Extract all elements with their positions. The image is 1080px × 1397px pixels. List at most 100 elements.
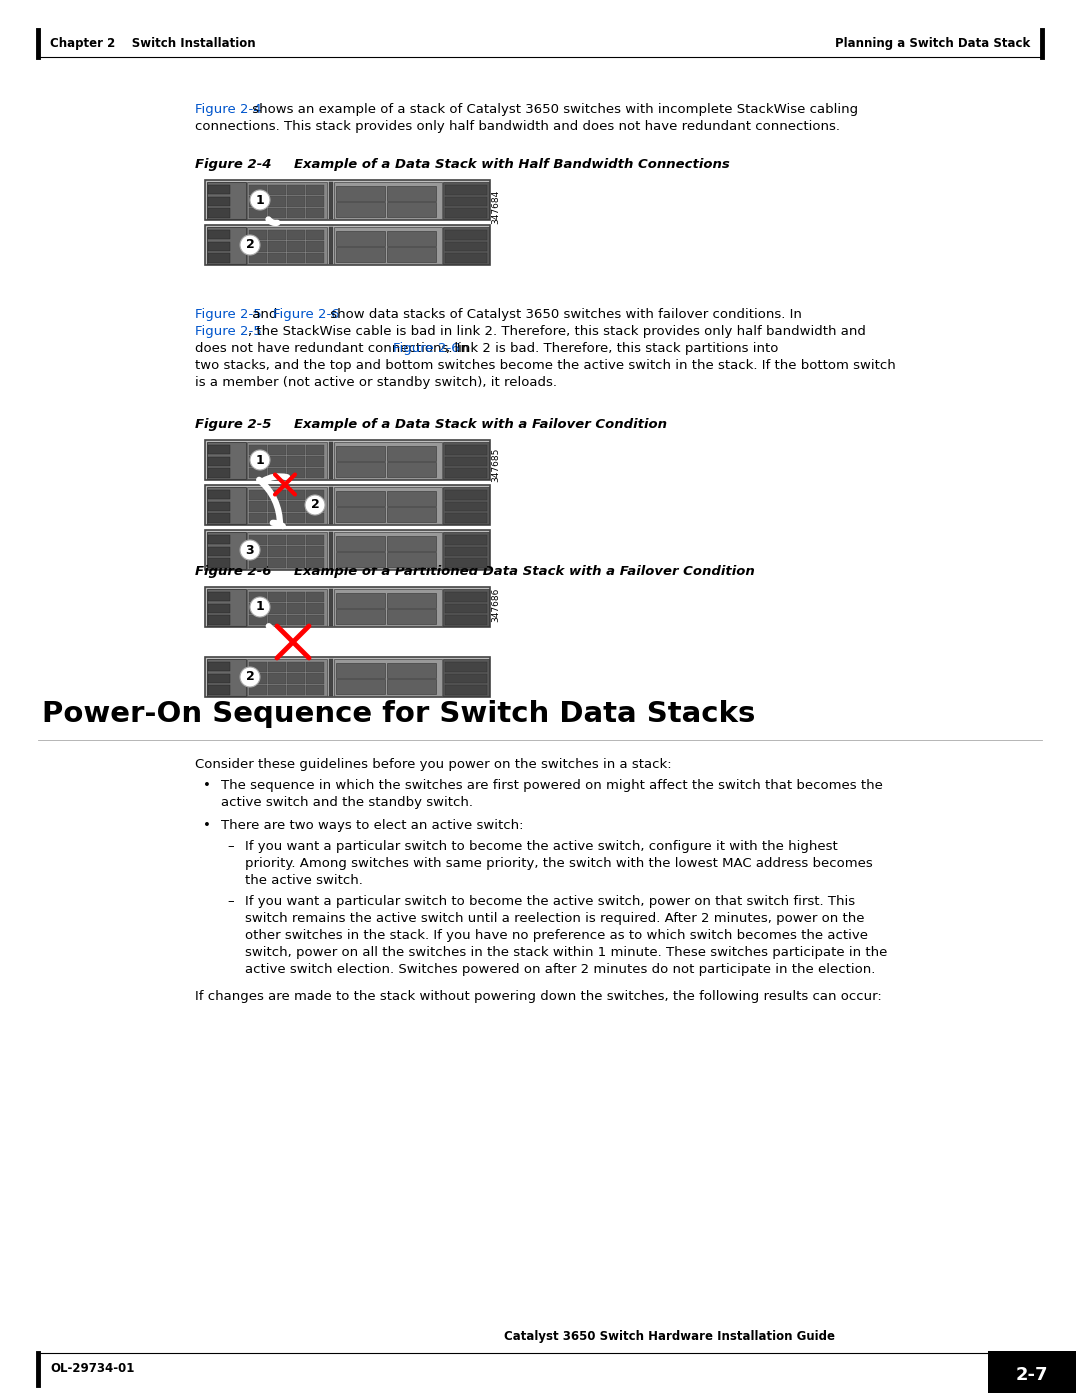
- Bar: [268, 197, 286, 207]
- Bar: [206, 486, 246, 524]
- FancyArrowPatch shape: [269, 219, 278, 224]
- Bar: [287, 502, 305, 511]
- Text: Figure 2-4: Figure 2-4: [195, 158, 271, 170]
- Bar: [445, 242, 487, 251]
- Bar: [306, 184, 324, 196]
- Bar: [328, 531, 333, 569]
- Bar: [287, 604, 305, 613]
- Text: If you want a particular switch to become the active switch, power on that switc: If you want a particular switch to becom…: [245, 895, 855, 908]
- Circle shape: [240, 541, 260, 560]
- Bar: [306, 535, 324, 545]
- Text: Catalyst 3650 Switch Hardware Installation Guide: Catalyst 3650 Switch Hardware Installati…: [504, 1330, 835, 1343]
- Bar: [248, 446, 267, 455]
- Text: –: –: [228, 840, 234, 854]
- Text: Planning a Switch Data Stack: Planning a Switch Data Stack: [835, 36, 1030, 49]
- Bar: [208, 490, 230, 499]
- Bar: [334, 226, 443, 264]
- Bar: [387, 679, 436, 694]
- Text: 1: 1: [256, 194, 265, 207]
- Circle shape: [305, 495, 325, 515]
- Bar: [334, 486, 443, 524]
- Bar: [248, 546, 267, 556]
- Bar: [336, 186, 386, 201]
- Bar: [287, 457, 305, 467]
- FancyArrowPatch shape: [259, 479, 280, 525]
- Bar: [248, 242, 267, 251]
- Bar: [208, 662, 230, 671]
- Bar: [248, 673, 267, 683]
- Bar: [445, 604, 487, 613]
- Text: If you want a particular switch to become the active switch, configure it with t: If you want a particular switch to becom…: [245, 840, 838, 854]
- Circle shape: [240, 666, 260, 687]
- Text: Figure 2-4: Figure 2-4: [195, 103, 261, 116]
- Text: Figure 2-5: Figure 2-5: [195, 307, 261, 321]
- Bar: [445, 197, 487, 207]
- Bar: [387, 664, 436, 678]
- Text: show data stacks of Catalyst 3650 switches with failover conditions. In: show data stacks of Catalyst 3650 switch…: [326, 307, 801, 321]
- Bar: [306, 513, 324, 522]
- Bar: [334, 588, 443, 626]
- Bar: [445, 673, 487, 683]
- Bar: [306, 208, 324, 218]
- Bar: [268, 253, 286, 263]
- Bar: [205, 587, 490, 627]
- Bar: [287, 197, 305, 207]
- Bar: [336, 462, 386, 476]
- Bar: [247, 226, 327, 264]
- Bar: [248, 535, 267, 545]
- Text: other switches in the stack. If you have no preference as to which switch become: other switches in the stack. If you have…: [245, 929, 868, 942]
- Bar: [248, 513, 267, 522]
- Bar: [306, 673, 324, 683]
- Bar: [268, 615, 286, 624]
- Text: 2: 2: [245, 239, 255, 251]
- Circle shape: [249, 190, 270, 210]
- Bar: [334, 531, 443, 569]
- Bar: [387, 231, 436, 246]
- Bar: [268, 557, 286, 569]
- Bar: [248, 615, 267, 624]
- Bar: [306, 253, 324, 263]
- Bar: [443, 441, 488, 479]
- Bar: [268, 502, 286, 511]
- Bar: [208, 231, 230, 239]
- Bar: [208, 535, 230, 545]
- Bar: [988, 1351, 1076, 1393]
- Bar: [328, 486, 333, 524]
- Text: active switch and the standby switch.: active switch and the standby switch.: [221, 796, 473, 809]
- Bar: [287, 446, 305, 455]
- Bar: [208, 242, 230, 251]
- Bar: [328, 226, 333, 264]
- Bar: [443, 182, 488, 218]
- Bar: [268, 242, 286, 251]
- Bar: [306, 662, 324, 672]
- Bar: [287, 468, 305, 478]
- Bar: [306, 468, 324, 478]
- Bar: [268, 673, 286, 683]
- Text: 1: 1: [256, 601, 265, 613]
- Text: 2: 2: [311, 499, 320, 511]
- Bar: [208, 446, 230, 454]
- Bar: [445, 592, 487, 602]
- Bar: [205, 657, 490, 697]
- Bar: [443, 226, 488, 264]
- Text: 347686: 347686: [491, 588, 500, 622]
- Text: Example of a Partitioned Data Stack with a Failover Condition: Example of a Partitioned Data Stack with…: [257, 564, 755, 578]
- Bar: [287, 592, 305, 602]
- Bar: [387, 247, 436, 263]
- Bar: [387, 203, 436, 217]
- Bar: [208, 513, 230, 522]
- Bar: [268, 468, 286, 478]
- Bar: [306, 457, 324, 467]
- Bar: [387, 536, 436, 550]
- Text: There are two ways to elect an active switch:: There are two ways to elect an active sw…: [221, 819, 524, 833]
- Bar: [328, 658, 333, 696]
- Text: •: •: [203, 819, 211, 833]
- Bar: [387, 186, 436, 201]
- Bar: [247, 486, 327, 524]
- Text: Chapter 2    Switch Installation: Chapter 2 Switch Installation: [50, 36, 256, 49]
- Bar: [287, 615, 305, 624]
- FancyArrowPatch shape: [262, 476, 287, 482]
- Bar: [248, 197, 267, 207]
- Bar: [248, 184, 267, 196]
- Text: The sequence in which the switches are first powered on might affect the switch : The sequence in which the switches are f…: [221, 780, 882, 792]
